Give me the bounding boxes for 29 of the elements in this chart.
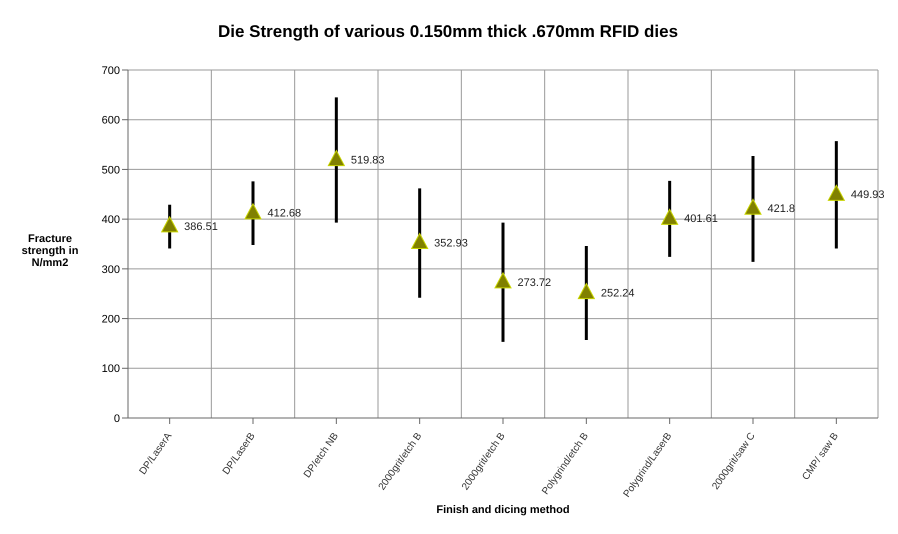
data-label: 352.93 xyxy=(434,237,468,250)
point xyxy=(494,272,512,288)
data-label: 273.72 xyxy=(518,276,552,289)
x-axis-title: Finish and dicing method xyxy=(436,504,570,516)
data-label: 401.61 xyxy=(684,213,718,226)
data-label: 252.24 xyxy=(600,288,635,300)
point xyxy=(161,216,178,232)
point xyxy=(328,150,345,166)
y-tick-label: 300 xyxy=(102,264,120,276)
data-label: 519.83 xyxy=(350,154,385,166)
data-label: 449.93 xyxy=(850,189,885,202)
y-tick-label: 500 xyxy=(102,164,120,176)
point xyxy=(828,184,845,201)
point xyxy=(744,198,762,215)
y-tick-label: 700 xyxy=(102,64,120,77)
point xyxy=(244,203,262,220)
point xyxy=(578,283,595,300)
point xyxy=(411,233,428,250)
point xyxy=(661,208,678,225)
chart-title: Die Strength of various 0.150mm thick .670mm RFID dies xyxy=(216,21,680,42)
y-axis-title: Fracture strength in N/mm2 xyxy=(20,233,80,269)
y-tick-label: 600 xyxy=(102,114,120,127)
y-tick-label: 100 xyxy=(102,363,120,376)
data-label: 386.51 xyxy=(184,220,218,233)
data-label: 421.8 xyxy=(768,203,796,216)
y-tick-label: 400 xyxy=(102,214,120,226)
y-tick-label: 200 xyxy=(102,313,120,326)
y-tick-label: 0 xyxy=(114,412,120,425)
data-label: 412.68 xyxy=(268,208,302,220)
